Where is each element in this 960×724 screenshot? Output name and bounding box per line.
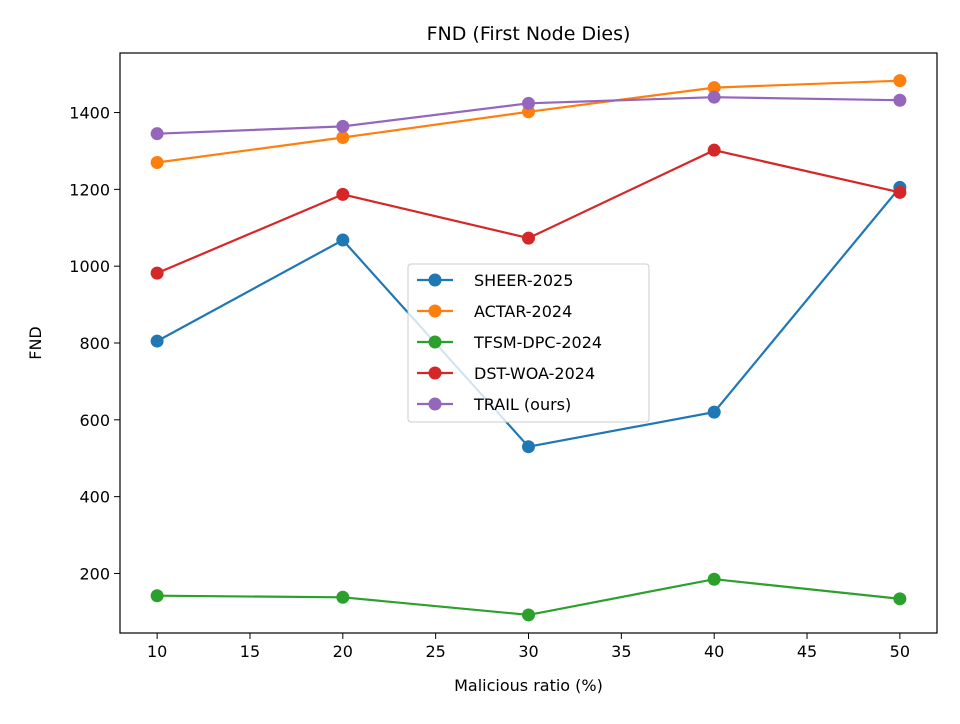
x-axis-label: Malicious ratio (%) [454, 676, 603, 695]
data-point-dst-woa-2024 [150, 266, 164, 280]
legend-marker-trail-ours [428, 397, 442, 411]
x-tick-label: 10 [147, 642, 167, 661]
legend-marker-dst-woa-2024 [428, 366, 442, 380]
plot-frame [119, 52, 938, 634]
y-tick-label: 800 [79, 334, 110, 353]
x-tick-label: 40 [704, 642, 724, 661]
y-tick-label: 1400 [69, 104, 110, 123]
data-point-dst-woa-2024 [707, 143, 721, 157]
data-point-tfsm-dpc-2024 [893, 592, 907, 606]
x-tick-label: 15 [240, 642, 260, 661]
data-point-trail-ours [522, 96, 535, 110]
y-tick-label: 1000 [69, 257, 110, 276]
data-point-trail-ours [707, 90, 721, 104]
chart-title: FND (First Node Dies) [427, 23, 631, 45]
legend-label-sheer-2025: SHEER-2025 [474, 271, 573, 290]
x-tick-label: 20 [333, 642, 353, 661]
legend-label-tfsm-dpc-2024: TFSM-DPC-2024 [473, 333, 602, 352]
x-tick-label: 50 [890, 642, 910, 661]
data-point-sheer-2025 [150, 334, 164, 348]
data-point-dst-woa-2024 [336, 187, 350, 201]
legend-label-dst-woa-2024: DST-WOA-2024 [474, 364, 595, 383]
y-tick-label: 400 [79, 488, 110, 507]
y-axis-label: FND [26, 326, 45, 360]
x-tick-label: 45 [797, 642, 817, 661]
legend-marker-sheer-2025 [428, 273, 442, 287]
legend-label-trail-ours: TRAIL (ours) [473, 395, 571, 414]
y-axis-ticks: 200 400 600 800 1000 1200 1400 [69, 104, 120, 583]
data-point-dst-woa-2024 [893, 185, 907, 199]
data-point-tfsm-dpc-2024 [336, 590, 350, 604]
y-tick-label: 600 [79, 411, 110, 430]
data-point-actar-2024 [893, 74, 907, 88]
legend-label-actar-2024: ACTAR-2024 [474, 302, 572, 321]
x-axis-ticks: 10 15 20 25 30 35 40 45 50 [147, 633, 910, 661]
data-point-actar-2024 [150, 155, 164, 169]
y-tick-label: 1200 [69, 180, 110, 199]
data-point-tfsm-dpc-2024 [522, 608, 535, 622]
legend-marker-actar-2024 [428, 304, 442, 318]
legend: SHEER-2025 ACTAR-2024 TFSM-DPC-2024 DST-WOA… [407, 263, 650, 423]
x-tick-label: 25 [425, 642, 445, 661]
data-point-sheer-2025 [707, 405, 721, 419]
series-layer [150, 74, 907, 622]
data-point-tfsm-dpc-2024 [707, 572, 721, 586]
data-point-sheer-2025 [336, 233, 350, 247]
data-point-trail-ours [893, 93, 907, 107]
x-tick-label: 35 [611, 642, 631, 661]
y-tick-label: 200 [79, 564, 110, 583]
data-point-actar-2024 [707, 81, 721, 95]
data-point-dst-woa-2024 [522, 231, 535, 245]
data-point-sheer-2025 [522, 440, 535, 454]
data-point-trail-ours [150, 127, 164, 141]
data-point-actar-2024 [336, 131, 350, 145]
x-tick-label: 30 [518, 642, 538, 661]
legend-box [407, 263, 650, 423]
data-point-trail-ours [336, 119, 350, 133]
data-point-tfsm-dpc-2024 [150, 589, 164, 603]
legend-marker-tfsm-dpc-2024 [428, 335, 442, 349]
